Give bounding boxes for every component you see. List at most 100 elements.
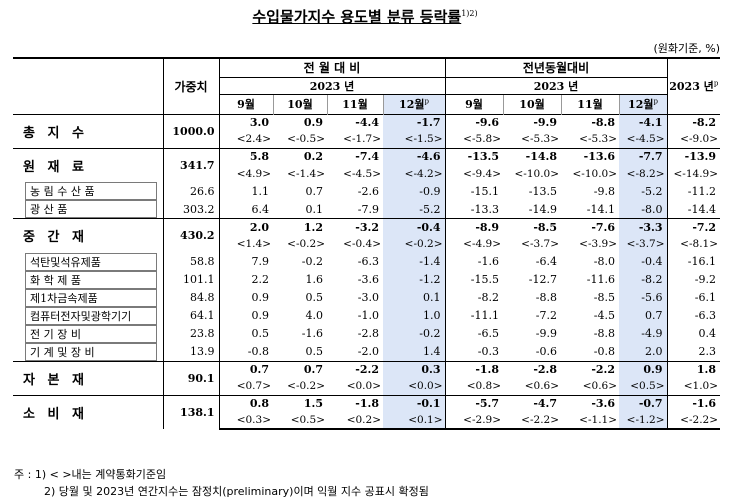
yoy-contract-value: <-5.3> <box>579 133 618 146</box>
annual-value: -6.1 <box>666 288 721 307</box>
mom-value: 7.9 <box>218 252 273 271</box>
annual-preliminary-mark: p <box>713 79 719 88</box>
header-month-yoy-2: 10월 <box>502 93 562 114</box>
yoy-value: -6.4 <box>535 255 558 268</box>
yoy-value: -14.9 <box>528 202 558 216</box>
mom-value: -1.0 <box>357 309 379 322</box>
row-weight: 26.6 <box>162 182 219 200</box>
row-weight: 1000.0 <box>162 113 219 148</box>
mom-contract-value: <-0.2> <box>287 238 325 250</box>
yoy-contract-value: <-10.0> <box>572 167 618 180</box>
annual-value: -11.2 <box>666 182 721 200</box>
mom-value: -4.4 <box>327 113 383 131</box>
row-label: 원 재 료 <box>13 147 163 182</box>
yoy-contract-value: <-9.4> <box>444 165 504 182</box>
yoy-value: -8.9 <box>444 218 504 236</box>
yoy-value: -8.2 <box>619 270 668 289</box>
table-row: 원 재 료 341.7 5.8 0.2 -7.4 -4.6 -13.5 -14.8 -13.6-… <box>13 147 721 182</box>
mom-contract-value: <2.4> <box>218 131 273 148</box>
mom-value: 0.9 <box>218 306 273 325</box>
annual-value: 0.4 <box>666 324 721 343</box>
yoy-contract-value: <-2.9> <box>444 412 504 430</box>
header-month-yoy-3: 11월 <box>560 93 620 114</box>
yoy-contract-value: <-5.8> <box>444 131 504 148</box>
yoy-value: -15.5 <box>444 270 504 289</box>
mom-value: 0.7 <box>273 360 327 378</box>
header-yoy: 전년동월대비 <box>444 57 668 77</box>
footnotes: 주 : 1) < >내는 계약통화기준임 2) 당월 및 2023년 연간지수는… <box>14 466 429 500</box>
annual-value: -7.2 <box>666 218 721 236</box>
mom-value: -1.8 <box>327 394 383 412</box>
annual-contract-value: <-8.1> <box>666 235 721 253</box>
mom-value: 0.1 <box>305 202 324 216</box>
yoy-contract-value: <-4.9> <box>444 235 504 253</box>
yoy-value: -8.2 <box>444 288 504 307</box>
yoy-value: -13.5 <box>444 147 504 165</box>
yoy-value: -14.8 <box>503 147 562 165</box>
preliminary-mark: p <box>653 97 658 106</box>
header-month-mom-3: 11월 <box>326 93 383 114</box>
annual-contract-value: <-9.0> <box>666 131 721 148</box>
row-label: 기 계 및 장 비 <box>13 342 163 362</box>
mom-value: -2.2 <box>327 360 383 378</box>
mom-value: 1.1 <box>218 182 273 200</box>
yoy-contract-value: <-1.1> <box>561 412 620 430</box>
header-mom: 전 월 대 비 <box>218 57 446 77</box>
yoy-value: -14.1 <box>586 202 616 216</box>
mom-value: -0.9 <box>383 182 446 200</box>
mom-value: 1.6 <box>305 273 324 286</box>
unit-label: (원화기준, %) <box>653 42 720 55</box>
header-month-mom-1: 9월 <box>218 93 273 114</box>
mom-value: 0.2 <box>273 147 327 165</box>
mom-value: -0.8 <box>218 342 273 361</box>
yoy-value: -2.2 <box>561 360 620 378</box>
mom-value: -0.2 <box>301 255 323 268</box>
yoy-value: -3.3 <box>619 218 668 236</box>
row-weight: 58.8 <box>162 252 219 271</box>
yoy-value: -9.6 <box>444 113 504 131</box>
mom-contract-value: <0.7> <box>218 378 273 395</box>
row-label: 광 산 품 <box>13 200 163 219</box>
row-weight: 138.1 <box>162 394 219 429</box>
yoy-contract-value: <0.5> <box>619 378 668 395</box>
header-month-mom-4: 12월p <box>382 93 446 114</box>
mom-contract-value: <-0.5> <box>287 133 325 146</box>
footnote-2: 2) 당월 및 2023년 연간지수는 잠정치(preliminary)이며 익… <box>44 485 429 498</box>
mom-contract-value: <1.4> <box>218 235 273 253</box>
mom-value: 4.0 <box>305 309 324 322</box>
yoy-value: -8.8 <box>593 327 616 340</box>
yoy-value: -0.6 <box>535 345 558 358</box>
yoy-contract-value: <-1.2> <box>619 412 668 430</box>
yoy-value: -4.9 <box>619 324 668 343</box>
yoy-value: 0.9 <box>619 360 668 378</box>
yoy-value: -0.3 <box>444 342 504 361</box>
row-weight: 430.2 <box>162 218 219 253</box>
row-label-box: 컴퓨터전자및광학기기 <box>25 306 157 325</box>
yoy-value: -1.6 <box>444 252 504 271</box>
mom-value: 0.1 <box>383 288 446 307</box>
mom-contract-value: <-0.2> <box>287 380 325 393</box>
month-label: 11월 <box>342 98 368 111</box>
yoy-contract-value: <0.6> <box>524 380 560 393</box>
mom-value: 0.3 <box>383 360 446 378</box>
mom-contract-value: <-0.2> <box>383 235 446 253</box>
table-row-contract: <0.3> <0.5> <0.2> <0.1> <-2.9> <-2.2> <-1.1> <-… <box>13 412 721 430</box>
mom-value: -7.9 <box>357 202 379 216</box>
yoy-value: -7.2 <box>535 309 558 322</box>
yoy-value: -8.5 <box>593 291 616 304</box>
yoy-value: -11.1 <box>444 306 504 325</box>
header-annual-blank: 2023 년p <box>666 57 721 114</box>
yoy-contract-value: <0.8> <box>444 378 504 395</box>
header-yoy-year: 2023 년 <box>444 76 668 94</box>
month-label: 11월 <box>577 98 603 111</box>
annual-value: -14.4 <box>666 200 721 219</box>
mom-value: -4.6 <box>383 147 446 165</box>
yoy-contract-value: <-3.7> <box>619 235 668 253</box>
mom-value: 0.7 <box>305 184 324 198</box>
header-mom-year: 2023 년 <box>218 76 446 94</box>
mom-contract-value: <0.0> <box>346 380 381 393</box>
month-label: 12월 <box>628 98 654 111</box>
row-label: 제1차금속제품 <box>13 288 163 307</box>
mom-value: -7.4 <box>327 147 383 165</box>
annual-value: 2.3 <box>666 342 721 361</box>
